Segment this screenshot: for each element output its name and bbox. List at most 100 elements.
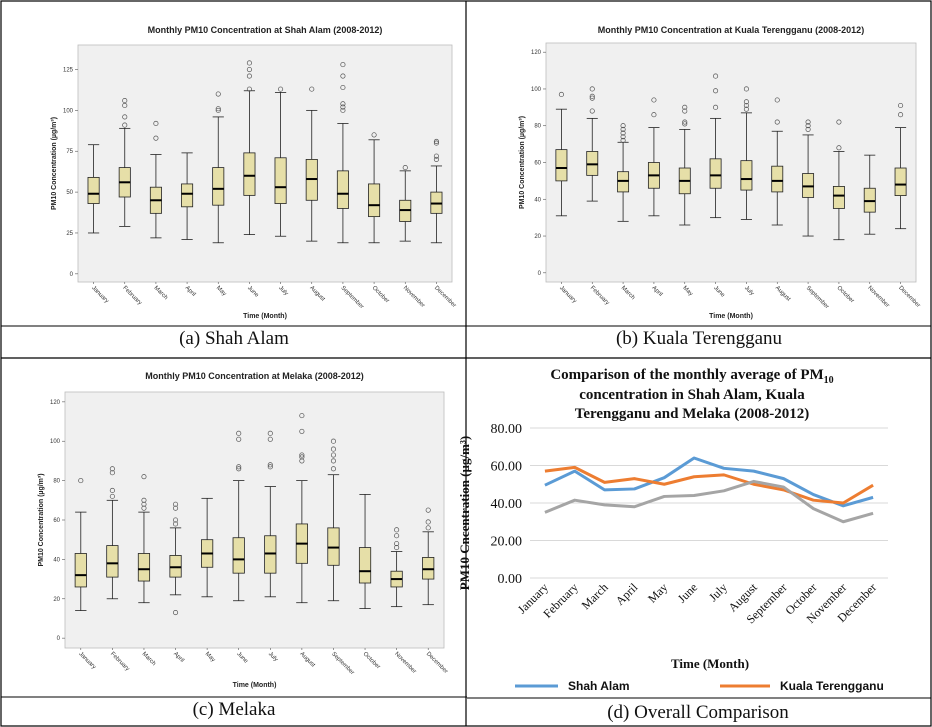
x-tick-label: September <box>805 285 830 310</box>
y-tick-label: 120 <box>531 50 542 56</box>
box-january <box>555 91 568 217</box>
outlier-point <box>620 123 626 129</box>
outlier-point <box>425 507 431 513</box>
x-tick-label: February <box>589 285 610 306</box>
box-may <box>678 104 691 226</box>
x-axis-label: Time (Month) <box>709 313 753 320</box>
iqr-box <box>555 149 568 182</box>
outlier-point <box>246 60 252 66</box>
y-tick-label: 40 <box>534 197 541 203</box>
box-november <box>863 154 876 235</box>
outlier-point <box>122 114 128 120</box>
box-june <box>709 73 722 219</box>
box-march <box>617 123 630 222</box>
outlier-point <box>122 98 128 104</box>
box-december <box>430 138 443 244</box>
x-tick-label: September <box>330 651 355 676</box>
iqr-box <box>212 167 225 206</box>
series-line-0 <box>544 456 874 508</box>
outlier-point <box>743 86 749 92</box>
plot-area <box>64 391 445 649</box>
box-june <box>232 430 245 602</box>
iqr-box <box>74 553 87 588</box>
box-august <box>771 97 784 226</box>
outlier-point <box>682 121 688 127</box>
box-december <box>894 102 907 230</box>
outlier-point <box>340 107 346 113</box>
outlier-point <box>898 102 904 109</box>
outlier-point <box>620 130 626 136</box>
x-tick-label: April <box>184 285 197 298</box>
outlier-point <box>620 126 626 132</box>
iqr-box <box>709 158 722 189</box>
x-tick-label: August <box>774 285 792 303</box>
x-tick-label: August <box>308 285 326 303</box>
iqr-box <box>832 185 845 209</box>
y-tick-label: 20.00 <box>491 535 523 550</box>
panel-caption: (b) Kuala Terengganu <box>616 328 783 349</box>
x-axis-label: Time (Month) <box>243 313 287 320</box>
x-axis-label: Time (Month) <box>233 682 277 689</box>
y-tick-label: 50 <box>66 190 73 196</box>
iqr-box <box>771 165 784 193</box>
outlier-point <box>805 123 811 129</box>
panel-caption: (d) Overall Comparison <box>607 702 789 723</box>
iqr-box <box>368 183 381 218</box>
x-tick-label: March <box>620 285 636 301</box>
x-tick-label: July <box>277 285 289 297</box>
y-tick-label: 60.00 <box>491 460 523 475</box>
chart-title-line2: concentration in Shah Alam, Kuala <box>579 387 805 403</box>
x-tick-label: May <box>645 580 670 605</box>
iqr-box <box>358 547 372 584</box>
outlier-point <box>267 436 273 442</box>
panel-overall-comparison: Comparison of the monthly average of PM1… <box>457 367 931 723</box>
x-tick-label: March <box>579 580 611 612</box>
outlier-point <box>172 521 179 527</box>
outlier-point <box>805 126 811 132</box>
outlier-point <box>651 97 657 103</box>
outlier-point <box>236 436 242 442</box>
outlier-point <box>589 108 595 114</box>
outlier-point <box>836 145 842 151</box>
outlier-point <box>340 62 346 68</box>
y-tick-label: 40.00 <box>491 497 523 512</box>
outlier-point <box>172 501 179 507</box>
outlier-point <box>330 466 337 472</box>
outlier-point <box>236 466 242 472</box>
outlier-point <box>246 73 252 79</box>
box-january <box>87 144 100 234</box>
chart-title: Monthly PM10 Concentration at Kuala Tere… <box>598 25 864 35</box>
outlier-point <box>651 112 657 118</box>
outlier-point <box>267 464 273 470</box>
outlier-point <box>246 86 252 92</box>
x-tick-label: October <box>362 651 381 670</box>
box-november <box>390 527 403 608</box>
outlier-point <box>122 122 128 128</box>
outlier-point <box>340 84 346 91</box>
y-tick-label: 25 <box>66 231 73 237</box>
y-tick-label: 60 <box>534 161 541 167</box>
iqr-box <box>243 152 256 196</box>
x-tick-label: October <box>371 285 390 304</box>
y-tick-label: 0 <box>57 636 61 642</box>
outlier-point <box>589 95 595 101</box>
x-tick-label: June <box>235 651 249 665</box>
outlier-point <box>340 101 346 107</box>
outlier-point <box>433 156 439 162</box>
outlier-point <box>682 119 688 125</box>
x-tick-label: January <box>77 651 96 670</box>
box-february <box>106 466 119 600</box>
box-october <box>358 493 372 610</box>
x-tick-label: November <box>393 651 417 675</box>
y-tick-label: 100 <box>531 87 542 93</box>
outlier-point <box>805 119 811 125</box>
outlier-point <box>394 527 400 533</box>
outlier-point <box>330 446 337 452</box>
y-tick-label: 100 <box>50 439 61 445</box>
series-line-2 <box>544 479 874 524</box>
plot-area <box>545 42 917 283</box>
iqr-box <box>336 170 349 209</box>
outlier-point <box>109 487 115 494</box>
outlier-point <box>299 454 305 460</box>
